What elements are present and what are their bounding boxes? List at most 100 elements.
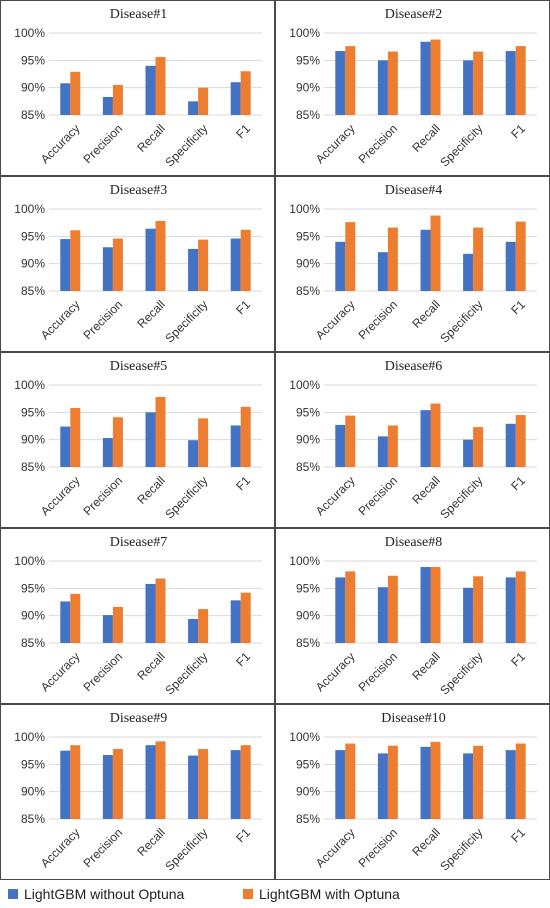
bar-with-optuna-recall	[430, 39, 441, 116]
y-tick-label: 85%	[21, 460, 45, 474]
y-tick-label: 90%	[296, 609, 320, 623]
chart-title: Disease#2	[385, 7, 443, 22]
x-tick-label: F1	[233, 649, 253, 669]
y-tick-label: 90%	[296, 433, 320, 447]
bar-without-optuna-accuracy	[335, 750, 346, 819]
bar-with-optuna-recall	[430, 403, 441, 467]
x-tick-label: F1	[233, 297, 253, 317]
bar-with-optuna-f1	[515, 743, 526, 819]
bar-without-optuna-recall	[145, 412, 156, 467]
y-tick-label: 85%	[296, 636, 320, 650]
bar-without-optuna-accuracy	[335, 51, 346, 115]
x-tick-label: F1	[508, 121, 528, 141]
bar-without-optuna-specificity	[463, 439, 474, 467]
x-tick-label: Accuracy	[313, 649, 358, 694]
bar-without-optuna-specificity	[188, 248, 199, 291]
bar-without-optuna-precision	[102, 96, 113, 115]
bar-without-optuna-specificity	[188, 440, 199, 467]
y-tick-label: 85%	[296, 460, 320, 474]
bar-with-optuna-f1	[515, 221, 526, 291]
bar-with-optuna-recall	[155, 397, 166, 467]
bar-without-optuna-recall	[420, 410, 431, 467]
bar-without-optuna-accuracy	[60, 750, 71, 819]
x-tick-label: Specificity	[437, 825, 485, 873]
bar-without-optuna-recall	[145, 745, 156, 819]
legend-item-without-optuna: LightGBM without Optuna	[8, 886, 184, 902]
y-tick-label: 95%	[296, 757, 320, 771]
bar-without-optuna-precision	[102, 615, 113, 643]
bar-with-optuna-specificity	[198, 609, 209, 643]
bar-with-optuna-specificity	[473, 576, 484, 643]
x-tick-label: Precision	[355, 121, 400, 166]
y-tick-label: 90%	[296, 785, 320, 799]
x-tick-label: Specificity	[437, 473, 485, 521]
bar-without-optuna-recall	[420, 567, 431, 643]
y-tick-label: 90%	[21, 609, 45, 623]
x-tick-label: Recall	[409, 473, 442, 506]
y-tick-label: 100%	[289, 378, 320, 392]
x-tick-label: Precision	[80, 825, 125, 870]
bar-with-optuna-recall	[155, 221, 166, 291]
chart-title: Disease#4	[385, 183, 443, 198]
bar-with-optuna-specificity	[198, 749, 209, 819]
bar-with-optuna-accuracy	[345, 743, 356, 819]
x-tick-label: F1	[508, 297, 528, 317]
x-tick-label: Accuracy	[38, 297, 83, 342]
bar-with-optuna-specificity	[473, 427, 484, 467]
bar-with-optuna-precision	[112, 417, 123, 467]
bar-without-optuna-f1	[230, 238, 241, 291]
y-tick-label: 85%	[296, 108, 320, 122]
bar-with-optuna-recall	[155, 57, 166, 115]
y-tick-label: 95%	[21, 757, 45, 771]
bar-without-optuna-recall	[145, 65, 156, 115]
x-tick-label: Precision	[355, 297, 400, 342]
chart-panel-disease-1: Disease#1 85% 90% 95% 100% Accuracy Precision R…	[0, 0, 275, 176]
bar-without-optuna-specificity	[188, 755, 199, 819]
y-tick-label: 100%	[289, 730, 320, 744]
x-tick-label: F1	[508, 825, 528, 845]
bar-without-optuna-recall	[145, 583, 156, 643]
bar-with-optuna-precision	[112, 606, 123, 643]
bar-with-optuna-accuracy	[345, 46, 356, 116]
x-tick-label: F1	[508, 473, 528, 493]
legend-label-with-optuna: LightGBM with Optuna	[259, 886, 400, 902]
x-tick-label: Precision	[80, 649, 125, 694]
x-tick-label: Precision	[80, 121, 125, 166]
x-tick-label: Recall	[134, 473, 167, 506]
chart-panel-disease-9: Disease#9 85% 90% 95% 100% Accuracy Precision R…	[0, 704, 275, 880]
x-tick-label: Recall	[134, 121, 167, 154]
x-tick-label: Precision	[355, 649, 400, 694]
bar-without-optuna-precision	[377, 587, 388, 643]
y-tick-label: 100%	[289, 202, 320, 216]
y-tick-label: 100%	[14, 730, 45, 744]
y-tick-label: 95%	[21, 53, 45, 67]
x-tick-label: F1	[233, 473, 253, 493]
x-tick-label: Specificity	[162, 649, 210, 697]
bar-without-optuna-precision	[377, 753, 388, 819]
x-tick-label: F1	[233, 121, 253, 141]
bar-with-optuna-specificity	[473, 745, 484, 819]
y-tick-label: 95%	[21, 405, 45, 419]
bar-without-optuna-specificity	[463, 587, 474, 643]
x-tick-label: Precision	[355, 825, 400, 870]
bar-with-optuna-accuracy	[70, 71, 81, 115]
legend-swatch-without-optuna	[8, 889, 18, 899]
bar-with-optuna-f1	[240, 592, 251, 643]
chart-title: Disease#5	[110, 359, 168, 374]
bar-without-optuna-f1	[505, 51, 516, 115]
y-tick-label: 95%	[296, 229, 320, 243]
y-tick-label: 85%	[296, 284, 320, 298]
y-tick-label: 100%	[14, 378, 45, 392]
x-tick-label: Recall	[409, 297, 442, 330]
x-tick-label: Accuracy	[38, 121, 83, 166]
bar-without-optuna-specificity	[188, 101, 199, 115]
y-tick-label: 100%	[289, 26, 320, 40]
y-tick-label: 95%	[21, 229, 45, 243]
bar-with-optuna-precision	[112, 238, 123, 291]
bar-with-optuna-f1	[240, 71, 251, 115]
x-tick-label: Recall	[134, 649, 167, 682]
